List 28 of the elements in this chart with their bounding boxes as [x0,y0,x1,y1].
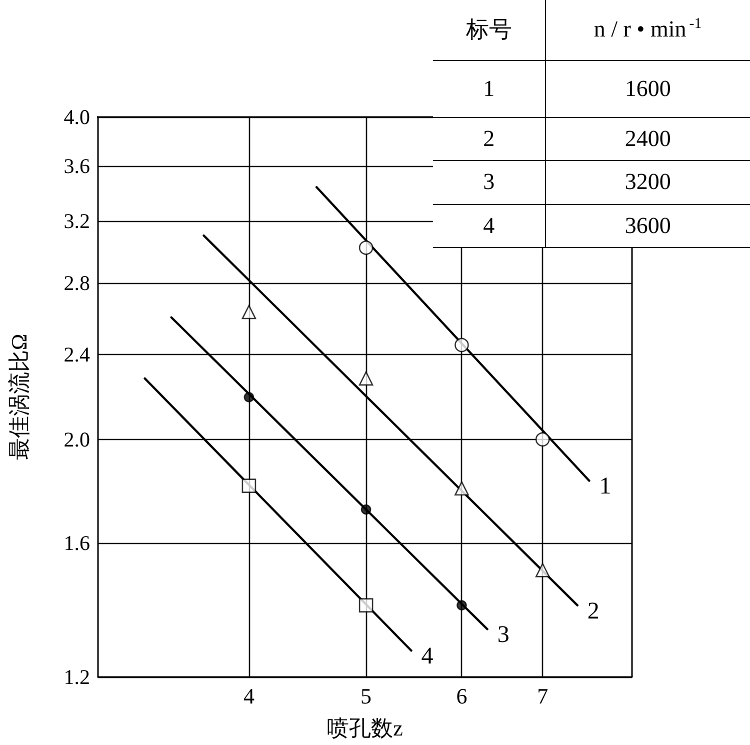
annotation: 2 [587,598,600,624]
x-tick-label: 5 [360,684,372,708]
x-axis-title: 喷孔数z [327,716,404,740]
text: 标号 [466,17,512,42]
annotation: 4 [421,644,434,670]
annotation: 2400 [545,117,750,160]
text: 1600 [624,76,671,100]
y-tick-label: 2.4 [64,342,90,367]
legend-label: 2 [433,117,546,160]
text: n / r • min$^{-1}$ [594,16,702,42]
y-tick-label: 2.0 [64,427,90,452]
legend-label: 1 [433,60,546,117]
annotation: 3 [497,622,510,648]
legend-label: 3 [433,160,546,204]
y-tick-label: 4.0 [64,105,90,129]
x-tick-label: 6 [456,684,468,708]
y-tick-label: 1.6 [64,531,90,556]
annotation: 3600 [545,204,750,247]
x-tick-label: 7 [537,684,548,708]
x-tick-label: 4 [243,684,254,708]
y-axis-title: 最佳涡流比Ω [6,334,32,460]
annotation: 1 [599,474,612,500]
annotation: 3200 [545,160,750,204]
y-tick-label: 1.2 [64,665,90,689]
y-tick-label: 2.8 [64,270,90,295]
y-tick-label: 3.2 [64,208,90,233]
y-tick-label: 3.6 [64,154,90,178]
legend-label: 4 [433,204,546,247]
